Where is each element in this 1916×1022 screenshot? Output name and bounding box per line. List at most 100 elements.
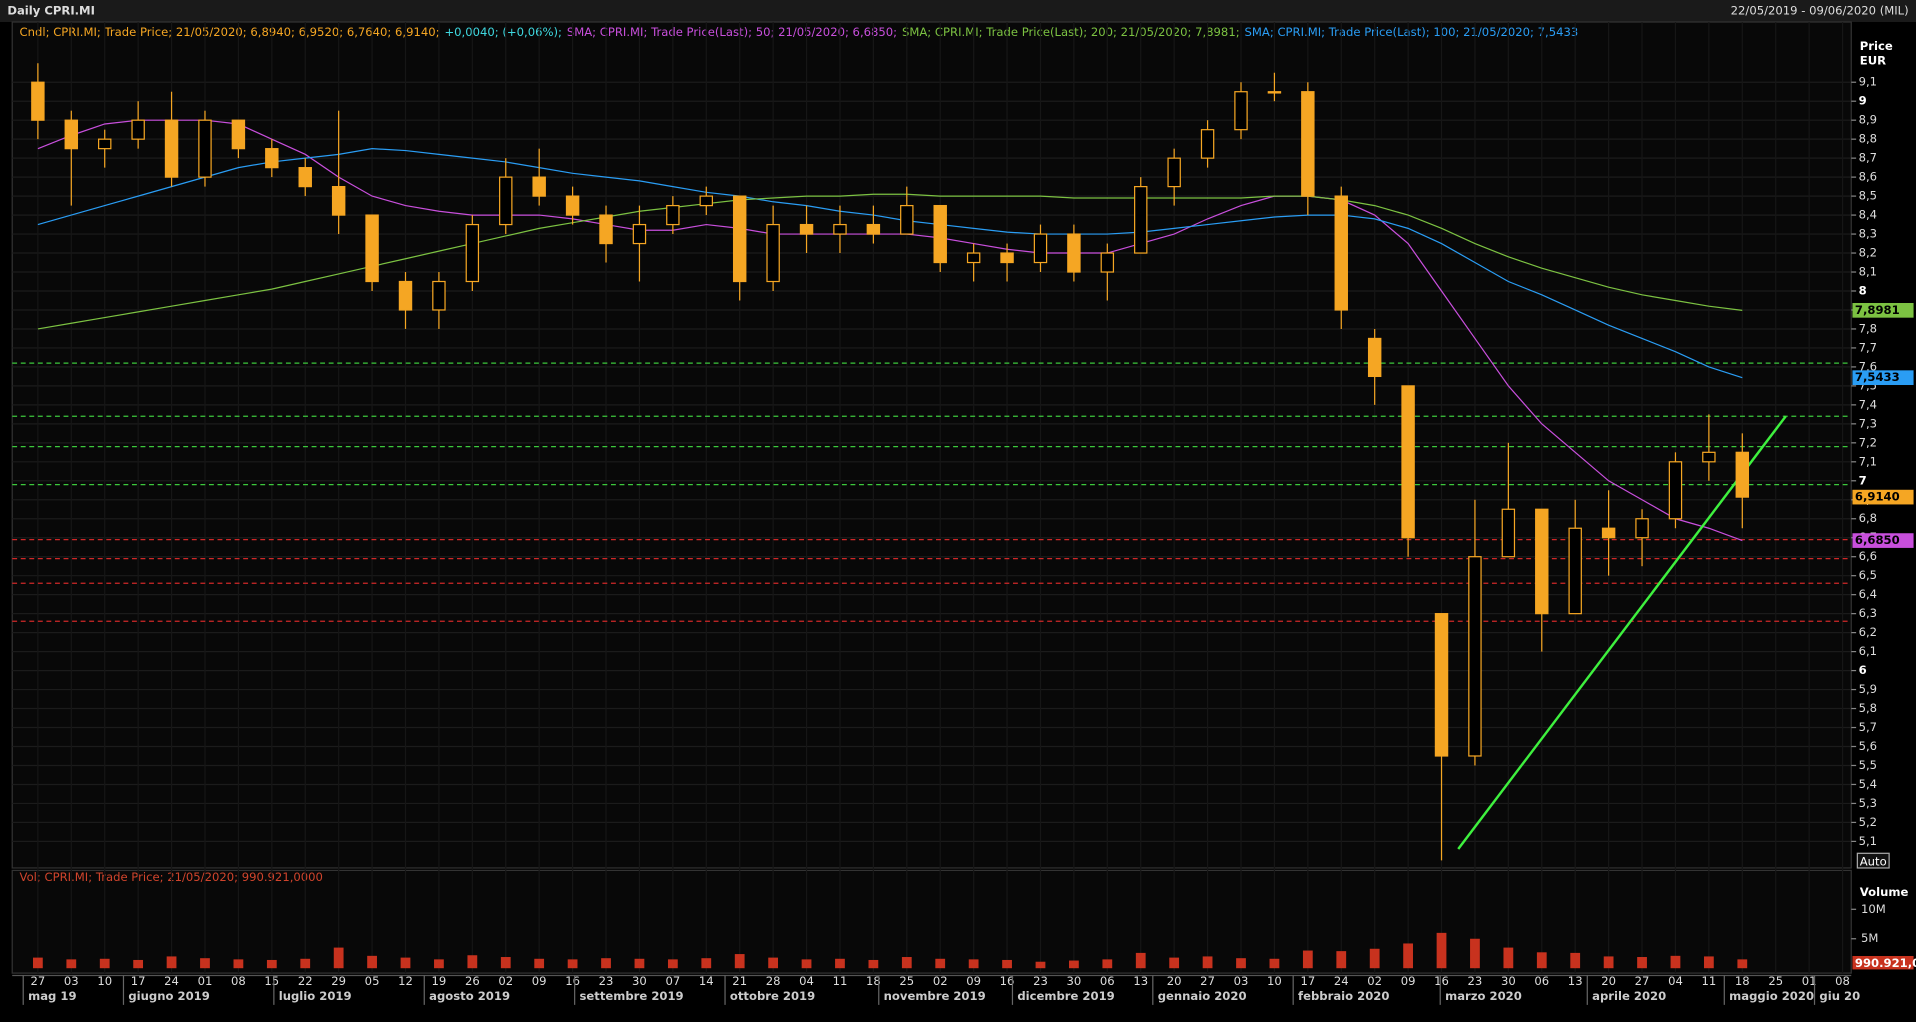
candle-body <box>1401 385 1415 539</box>
legend-entry: +0,0040; (+0,06%); <box>444 24 562 38</box>
y-tick-label: 8,9 <box>1859 113 1877 127</box>
y-tick-label: 9 <box>1859 94 1867 108</box>
y-tick-label: 6,8 <box>1859 511 1877 525</box>
volume-bar <box>1102 959 1113 969</box>
x-tick-label: 23 <box>599 974 614 988</box>
candle-body <box>331 185 346 216</box>
volume-tick-label: 5M <box>1861 931 1878 945</box>
x-tick-label: 27 <box>1635 974 1650 988</box>
volume-bar <box>1536 952 1547 969</box>
candle-body <box>1033 233 1048 264</box>
volume-bar <box>500 957 511 969</box>
y-tick-label: 8,2 <box>1859 246 1877 260</box>
price-tag-label: 6,9140 <box>1855 490 1900 504</box>
volume-bar <box>1403 943 1413 969</box>
volume-bar <box>1236 958 1246 969</box>
x-tick-label: 19 <box>432 974 447 988</box>
candle-body <box>1267 91 1282 94</box>
y-tick-label: 5,3 <box>1859 796 1877 810</box>
y-tick-label: 8,8 <box>1859 132 1877 146</box>
candle-body <box>365 214 379 283</box>
x-tick-label: 27 <box>1200 974 1215 988</box>
volume-bar <box>734 954 745 969</box>
candle-body <box>64 119 79 150</box>
y-tick-label: 8,1 <box>1859 265 1877 279</box>
volume-tick-label: 10M <box>1861 902 1886 916</box>
candle-body <box>799 223 814 235</box>
volume-bar <box>1737 959 1748 969</box>
x-tick-label: 27 <box>30 974 45 988</box>
volume-bar <box>133 959 144 969</box>
volume-bar <box>935 958 946 969</box>
volume-bar <box>32 957 43 969</box>
x-tick-label: 03 <box>1234 974 1249 988</box>
y-tick-label: 7,2 <box>1859 435 1877 449</box>
month-label: aprile 2020 <box>1592 989 1666 1003</box>
candle-body <box>565 195 580 216</box>
x-tick-label: 01 <box>198 974 213 988</box>
volume-bar <box>1670 955 1681 969</box>
volume-bar <box>1436 932 1447 969</box>
chart-title: Daily CPRI.MI <box>7 4 95 18</box>
candle-body <box>532 176 546 197</box>
x-tick-label: 04 <box>799 974 814 988</box>
price-tag-label: 7,5433 <box>1855 370 1900 384</box>
y-tick-label: 5,6 <box>1859 739 1877 753</box>
y-tick-label: 6,5 <box>1859 568 1877 582</box>
volume-bar <box>1135 952 1146 969</box>
candle-body <box>1301 91 1315 197</box>
x-tick-label: 30 <box>1501 974 1516 988</box>
x-tick-label: 09 <box>966 974 981 988</box>
x-tick-label: 16 <box>1434 974 1449 988</box>
x-tick-label: 25 <box>1768 974 1783 988</box>
x-tick-label: 23 <box>1468 974 1483 988</box>
candle-body <box>632 223 647 245</box>
candle-body <box>198 119 212 178</box>
y-tick-label: 7,1 <box>1859 454 1877 468</box>
month-label: novembre 2019 <box>884 989 986 1003</box>
volume-bar <box>901 957 912 969</box>
volume-bar <box>400 957 411 969</box>
y-tick-label: 5,1 <box>1859 834 1877 848</box>
x-tick-label: 20 <box>1601 974 1616 988</box>
volume-bar <box>1202 956 1213 969</box>
volume-bar <box>434 959 444 969</box>
x-tick-label: 22 <box>298 974 313 988</box>
candle-body <box>398 280 413 311</box>
auto-button-label[interactable]: Auto <box>1860 854 1887 868</box>
x-tick-label: 08 <box>1835 974 1850 988</box>
sma-line <box>37 193 1743 330</box>
sma-line <box>37 119 1743 542</box>
month-label: ottobre 2019 <box>730 989 815 1003</box>
x-tick-label: 04 <box>1668 974 1683 988</box>
y-tick-label: 5,7 <box>1859 720 1877 734</box>
y-tick-label: 6,1 <box>1859 644 1877 658</box>
legend-line: Cndl; CPRI.MI; Trade Price; 21/05/2020; … <box>20 24 1579 38</box>
volume-bar <box>166 956 177 969</box>
x-tick-label: 15 <box>264 974 279 988</box>
x-tick-label: 09 <box>1401 974 1416 988</box>
price-tag <box>1852 489 1914 505</box>
month-label: agosto 2019 <box>429 989 510 1003</box>
x-tick-label: 25 <box>899 974 914 988</box>
y-tick-label: 6,4 <box>1859 587 1877 601</box>
y-axis-label: Price <box>1860 39 1893 53</box>
month-label: marzo 2020 <box>1445 989 1522 1003</box>
candle-body <box>1334 195 1348 311</box>
x-tick-label: 30 <box>1067 974 1082 988</box>
month-label: febbraio 2020 <box>1298 989 1389 1003</box>
candle-body <box>265 148 279 169</box>
volume-bar <box>701 958 712 969</box>
y-tick-label: 7,8 <box>1859 321 1877 335</box>
candle-body <box>432 280 446 311</box>
auto-button[interactable] <box>1856 852 1890 869</box>
candle-body <box>1067 233 1081 273</box>
x-tick-label: 26 <box>465 974 480 988</box>
volume-bar <box>99 958 110 969</box>
y-tick-label: 7,4 <box>1859 397 1877 411</box>
candle-body <box>1501 508 1516 558</box>
x-tick-label: 12 <box>398 974 413 988</box>
candle-body <box>1535 508 1549 615</box>
legend-entry: SMA; CPRI.MI; Trade Price(Last); 100; 21… <box>1245 24 1579 38</box>
month-label: dicembre 2019 <box>1017 989 1114 1003</box>
